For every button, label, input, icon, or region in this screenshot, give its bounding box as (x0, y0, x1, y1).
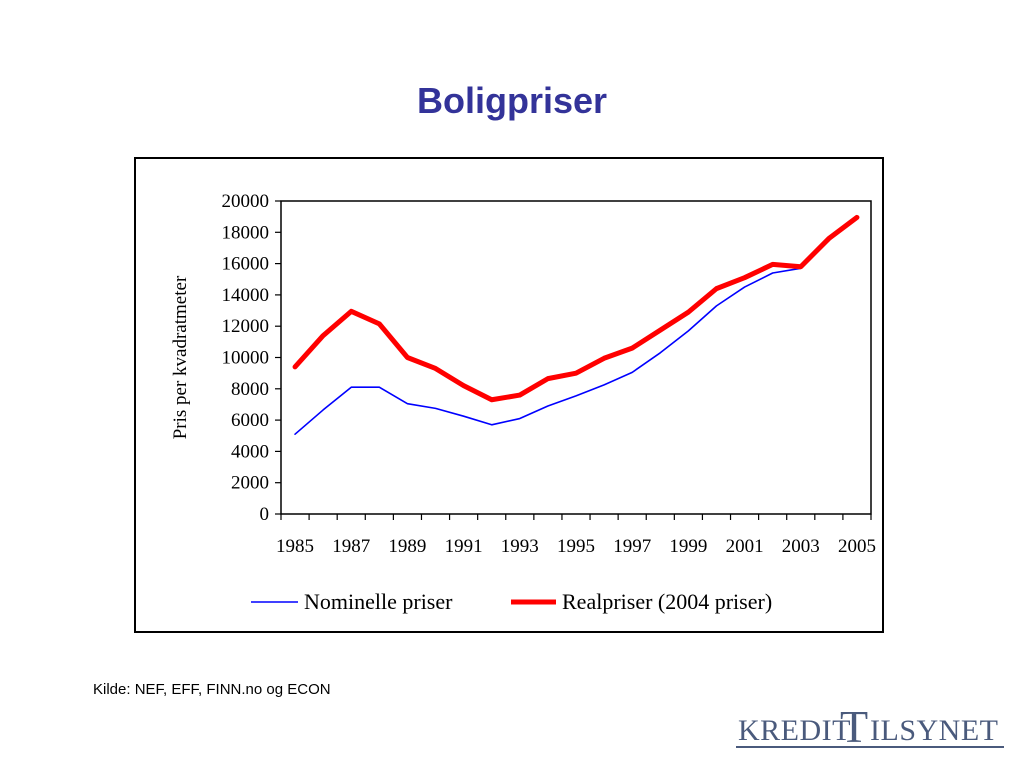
y-tick-label: 0 (260, 504, 270, 525)
kredittilsynet-logo: KREDIT T ILSYNET (736, 701, 1004, 752)
x-tick-label: 1999 (669, 536, 707, 557)
y-tick-label: 6000 (231, 410, 269, 431)
x-tick-label: 1991 (445, 536, 483, 557)
y-tick-label: 16000 (222, 254, 270, 275)
y-tick-label: 20000 (222, 191, 270, 212)
x-tick-label: 1987 (332, 536, 370, 557)
logo-text-left: KREDIT (738, 714, 851, 747)
logo-underline (736, 746, 1004, 748)
x-tick-label: 1993 (501, 536, 539, 557)
logo-text-right: ILSYNET (870, 714, 999, 747)
series-line-nominelle (294, 267, 802, 435)
series-line-real (292, 214, 860, 403)
y-tick-label: 10000 (222, 348, 270, 369)
line-chart: 0 2000 4000 6000 8000 10000 12000 14000 16000 180… (170, 191, 876, 614)
y-tick-label: 4000 (231, 441, 269, 462)
legend-label: Nominelle priser (304, 589, 453, 614)
y-tick-label: 8000 (231, 379, 269, 400)
x-tick-label: 2005 (838, 536, 876, 557)
x-tick-label: 2001 (726, 536, 764, 557)
x-tick-label: 1995 (557, 536, 595, 557)
x-tick-label: 1989 (388, 536, 426, 557)
source-note: Kilde: NEF, EFF, FINN.no og ECON (93, 681, 331, 698)
legend-label: Realpriser (2004 priser) (562, 589, 772, 614)
y-tick-label: 2000 (231, 473, 269, 494)
plot-area (280, 200, 872, 515)
y-tick-label: 12000 (222, 316, 270, 337)
x-tick-label: 1985 (276, 536, 314, 557)
x-tick-label: 1997 (613, 536, 651, 557)
y-tick-label: 14000 (222, 285, 270, 306)
slide-title: Boligpriser (416, 80, 608, 121)
logo-text-t: T (840, 701, 869, 752)
x-tick-label: 2003 (782, 536, 820, 557)
y-axis-label: Pris per kvadratmeter (170, 275, 191, 439)
y-tick-label: 18000 (222, 222, 270, 243)
chart-frame: 0 2000 4000 6000 8000 10000 12000 14000 16000 180… (134, 157, 884, 633)
